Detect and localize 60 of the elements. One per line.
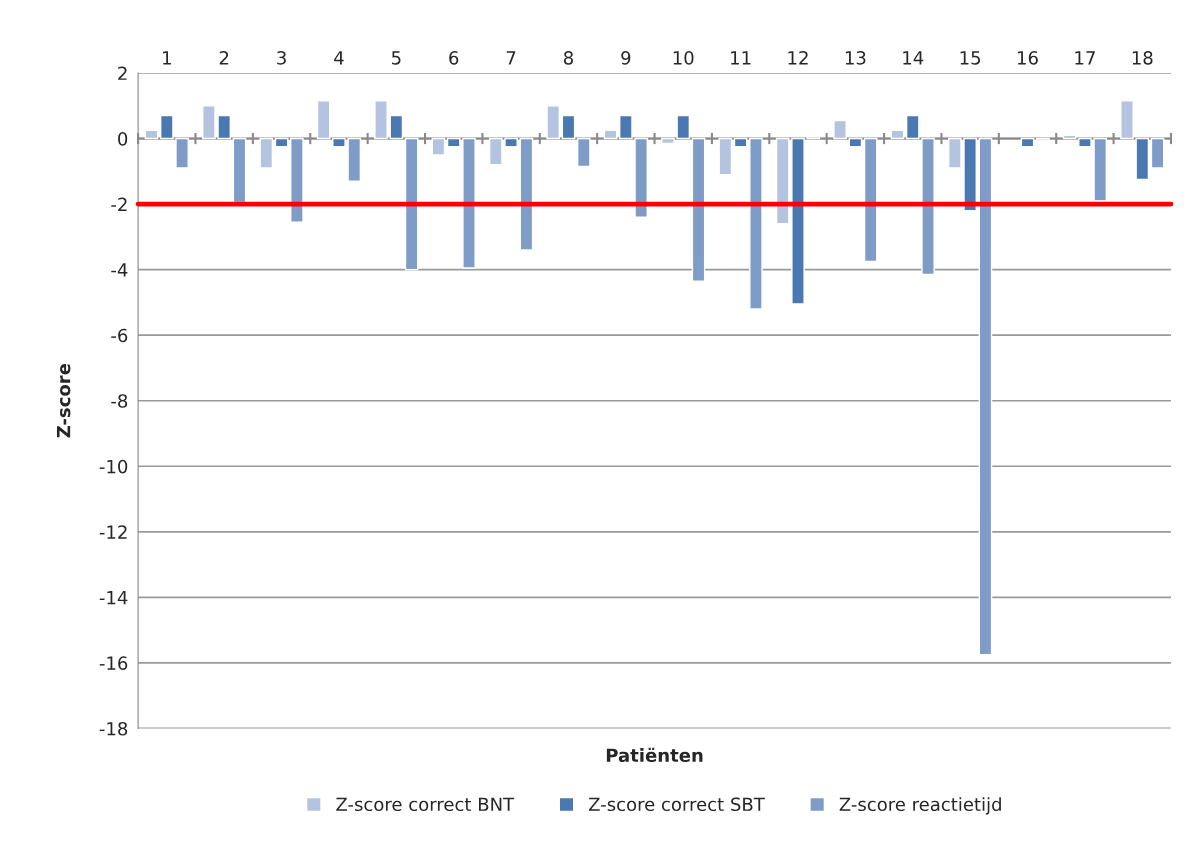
- y-tick-label: -18: [99, 721, 128, 736]
- bar: [718, 137, 733, 176]
- x-tick-label: 16: [1018, 51, 1038, 65]
- x-tick-label: 2: [219, 51, 229, 65]
- bar: [749, 137, 763, 310]
- y-tick-label: 2: [118, 66, 127, 80]
- x-tick-label: 15: [960, 51, 981, 65]
- y-tick-label: 0: [118, 132, 128, 146]
- bar: [848, 137, 863, 148]
- bar: [374, 100, 388, 140]
- x-tick-label: 4: [334, 51, 344, 65]
- bar: [978, 137, 993, 656]
- y-tick-label: -14: [99, 591, 128, 605]
- bar: [274, 137, 289, 148]
- bar: [389, 114, 404, 140]
- x-tick-label: 14: [903, 51, 924, 65]
- x-tick-label: 8: [563, 51, 573, 65]
- bar: [546, 105, 560, 140]
- bar: [691, 137, 706, 282]
- y-tick-label: -6: [111, 328, 128, 343]
- x-tick-label: 7: [506, 51, 516, 65]
- legend-label: Z-score correct SBT: [588, 797, 765, 812]
- x-tick-label: 11: [731, 51, 751, 65]
- bar: [603, 129, 618, 140]
- x-tick-label: 9: [621, 51, 631, 65]
- y-axis-title: Z-score: [56, 363, 71, 438]
- x-tick-label: 5: [391, 51, 401, 65]
- bar: [144, 129, 159, 140]
- y-tick-label: -10: [99, 459, 128, 474]
- bar: [519, 137, 534, 251]
- bar: [863, 137, 878, 263]
- x-tick-label: 1: [163, 51, 171, 65]
- bar: [1150, 137, 1165, 169]
- x-tick-label: 12: [788, 51, 808, 65]
- y-tick-label: -4: [111, 263, 128, 277]
- bar: [431, 137, 446, 156]
- y-tick-label: -16: [99, 656, 128, 671]
- legend-label: Z-score reactietijd: [839, 797, 1001, 815]
- x-tick-label: 3: [277, 51, 286, 65]
- x-tick-label: 17: [1075, 51, 1095, 65]
- bar: [316, 100, 331, 140]
- bar: [404, 137, 419, 271]
- x-tick-label: 6: [449, 51, 459, 65]
- bar: [833, 119, 847, 140]
- bar: [1020, 137, 1035, 148]
- bar: [890, 129, 905, 140]
- bar: [733, 137, 748, 148]
- bar: [232, 137, 247, 204]
- y-tick-label: -12: [99, 525, 127, 539]
- bar: [576, 137, 591, 168]
- legend-label: Z-score correct BNT: [336, 797, 515, 812]
- y-tick-label: -8: [111, 394, 128, 408]
- x-tick-label: 13: [845, 51, 866, 65]
- bar: [259, 137, 274, 169]
- x-axis-title: Patiënten: [606, 747, 703, 763]
- y-tick-label: -2: [111, 197, 127, 211]
- bar: [290, 137, 304, 223]
- bar: [561, 114, 576, 140]
- x-tick-label: 10: [673, 51, 694, 65]
- x-tick-label: 18: [1132, 51, 1153, 65]
